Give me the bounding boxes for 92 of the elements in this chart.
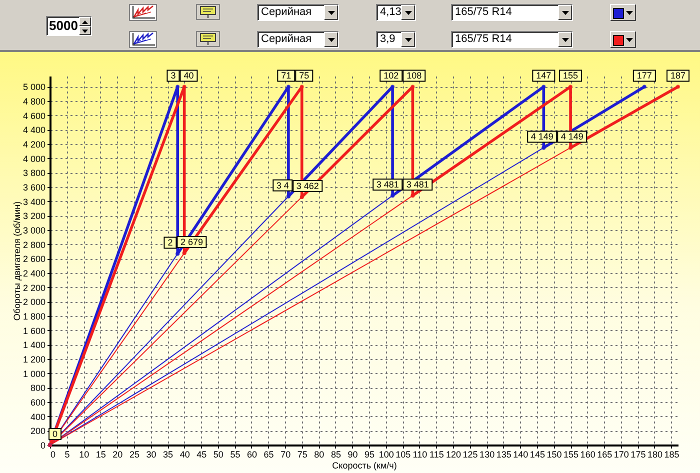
annotation: 102 [384,70,399,81]
y-tick-label: 1 000 [22,368,46,379]
y-tick-label: 1 800 [22,312,46,322]
annotation: 3 481 [376,180,399,190]
x-tick-label: 55 [230,450,240,460]
y-tick-label: 3 200 [22,211,46,222]
x-tick-label: 135 [496,450,512,460]
annotation: 147 [536,70,552,81]
y-tick-label: 1 400 [22,340,46,350]
x-tick-label: 50 [213,450,224,460]
annotation: 75 [299,70,310,81]
x-axis-title: Скорость (км/ч) [332,460,397,470]
y-tick-label: 600 [30,398,46,408]
x-tick-label: 40 [180,450,190,460]
y-tick-label: 4 800 [22,96,46,107]
annotation: 187 [670,70,686,81]
x-tick-label: 30 [146,450,156,460]
y-tick-label: 3 800 [22,168,46,178]
x-tick-label: 60 [246,450,258,460]
y-tick-label: 2 200 [22,282,46,293]
y-tick-label: 4 400 [22,125,46,136]
y-tick-label: 200 [30,426,46,436]
y-axis-title: Обороты двигателя (об/мин) [12,201,22,321]
x-tick-label: 15 [96,450,106,460]
x-tick-label: 185 [664,450,680,460]
x-tick-label: 125 [462,450,478,460]
x-tick-label: 155 [564,450,579,460]
annotation: 155 [563,70,578,81]
y-tick-label: 2 600 [22,254,46,264]
dropdown: 165/75 R14 [451,4,573,21]
x-tick-label: 90 [348,450,358,460]
x-tick-label: 145 [530,450,545,460]
y-tick-label: 1 600 [22,326,46,336]
x-tick-label: 0 [50,450,56,460]
y-tick-label: 2 400 [22,268,46,279]
annotation: 3 4 [276,180,289,190]
y-tick-label: 3 600 [22,182,46,193]
x-tick-label: 115 [430,450,444,460]
x-tick-label: 10 [79,450,90,460]
x-tick-label: 100 [378,450,394,460]
annotation: 2 679 [180,237,203,248]
x-tick-label: 175 [630,450,646,460]
x-tick-label: 105 [396,450,411,460]
x-tick-label: 150 [546,450,562,460]
x-tick-label: 25 [129,450,140,460]
x-tick-label: 65 [264,450,274,460]
x-tick-label: 140 [513,450,528,460]
x-tick-label: 180 [647,450,663,460]
x-tick-label: 95 [364,450,375,460]
x-tick-label: 130 [480,450,495,460]
y-tick-label: 4 200 [22,140,46,150]
x-tick-label: 5 [64,450,70,460]
x-tick-label: 110 [412,450,428,460]
annotation: 4 149 [560,132,584,142]
y-tick-label: 4 600 [22,110,46,121]
annotation: 3 462 [296,180,319,191]
y-tick-label: 3 400 [22,196,46,207]
annotation: 40 [184,70,194,81]
x-tick-label: 45 [196,450,207,460]
annotation: 177 [636,70,652,81]
dropdown: 165/75 R14 [451,31,573,48]
x-tick-label: 160 [580,450,596,460]
annotation: 108 [406,70,422,81]
x-tick-label: 120 [446,450,462,460]
annotation: 0 [52,429,58,439]
x-tick-label: 170 [614,450,629,460]
y-tick-label: 0 [40,440,46,450]
annotation: 4 149 [530,132,554,142]
y-tick-label: 400 [30,412,46,422]
y-tick-label: 1 200 [22,354,46,365]
x-tick-label: 70 [280,450,291,460]
dropdown: Серийная [257,4,339,21]
annotation: 3 481 [406,180,429,190]
dropdown: 4,13 [376,4,416,21]
x-tick-label: 85 [330,450,341,460]
x-tick-label: 75 [297,450,308,460]
y-tick-label: 4 000 [22,154,46,164]
x-tick-label: 80 [314,450,324,460]
x-tick-label: 165 [597,450,612,460]
annotation: 2 [168,238,173,248]
y-tick-label: 2 800 [22,240,46,250]
spinbox: 5000 [46,16,92,36]
y-tick-label: 5 000 [22,82,46,92]
y-tick-label: 2 000 [22,297,46,308]
dropdown: Серийная [257,31,339,48]
y-tick-label: 3 000 [22,226,46,236]
x-tick-label: 20 [112,450,123,460]
annotation: 71 [281,70,292,81]
dropdown: 3,9 [376,31,416,48]
annotation: 3 [170,70,176,81]
x-tick-label: 35 [163,450,174,460]
y-tick-label: 800 [30,383,46,394]
